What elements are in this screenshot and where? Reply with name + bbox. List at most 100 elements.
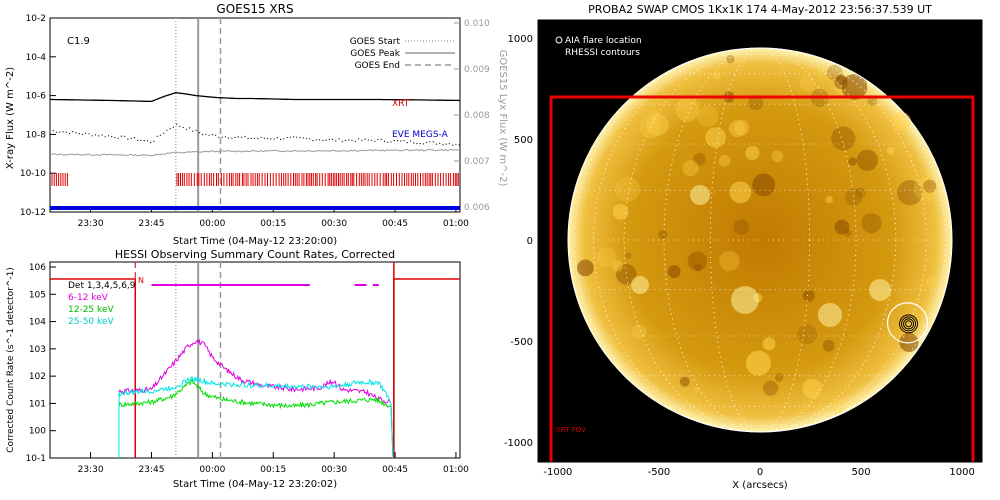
goes-short-point xyxy=(88,133,90,135)
sun-feature xyxy=(679,376,690,387)
hessi-y-tick-label: 100 xyxy=(29,427,46,437)
swap-y-tick-label: 0 xyxy=(527,236,533,247)
hessi-x-tick-label: 00:30 xyxy=(321,465,347,475)
goes-short-point xyxy=(283,138,285,140)
sun-feature xyxy=(639,116,662,139)
goes-short-point xyxy=(143,140,145,142)
sun-grid-meridian xyxy=(709,47,811,433)
swap-x-tick-label: 0 xyxy=(757,467,763,478)
swap-title: PROBA2 SWAP CMOS 1Kx1K 174 4-May-2012 23… xyxy=(588,3,932,16)
goes-title: GOES15 XRS xyxy=(216,2,293,16)
goes-xrt-ticks xyxy=(51,173,459,186)
goes-short-point xyxy=(65,131,67,133)
goes-short-point xyxy=(296,136,298,138)
rhessi-contour xyxy=(905,320,912,328)
goes-short-point xyxy=(211,134,213,136)
hessi-y-tick-label: 104 xyxy=(29,318,46,328)
goes-short-point xyxy=(85,132,87,134)
goes-short-point xyxy=(318,139,321,141)
swap-y-tick-label: -1000 xyxy=(504,438,533,449)
goes-long-series xyxy=(50,92,460,103)
goes-short-point xyxy=(458,144,460,146)
goes-short-point xyxy=(241,136,243,138)
goes-short-point xyxy=(68,133,71,135)
sun-feature xyxy=(799,76,816,92)
sun-grid xyxy=(568,47,952,433)
goes-panel: GOES15 XRS 10-2 10-4 10-6 10-8 10-10 10-12 0.… xyxy=(5,2,508,247)
sun-bright-region xyxy=(690,185,710,205)
goes-short-point xyxy=(91,135,93,137)
hessi-night-marker: N xyxy=(138,276,144,285)
goes-short-point xyxy=(124,135,126,137)
goes-y2-ticks: 0.010 0.009 0.008 0.007 0.006 xyxy=(454,19,490,213)
swap-y-ticks: 1000 500 0 -500 -1000 xyxy=(504,34,545,449)
goes-marks xyxy=(50,18,460,212)
goes-short-point xyxy=(435,143,438,145)
goes-eve-label: EVE MEGS-A xyxy=(392,130,449,140)
goes-short-point xyxy=(396,140,399,142)
goes-short-point xyxy=(146,140,148,142)
sun-feature xyxy=(625,252,632,259)
goes-short-point xyxy=(208,134,210,136)
sun-feature xyxy=(718,155,731,167)
goes-short-point xyxy=(120,135,122,137)
goes-short-point xyxy=(254,137,256,139)
sun-feature xyxy=(612,260,624,272)
sun-feature xyxy=(802,289,815,302)
goes-short-point xyxy=(370,139,373,141)
goes-short-point xyxy=(364,138,366,140)
goes-short-point xyxy=(322,139,324,142)
goes-x-tick-label: 01:00 xyxy=(443,219,469,229)
goes-short-point xyxy=(270,138,272,140)
sun-feature xyxy=(687,251,707,271)
sun-feature xyxy=(923,179,937,193)
sun-feature xyxy=(825,195,833,204)
hessi-marks xyxy=(50,262,460,458)
swap-x-tick-label: -1000 xyxy=(543,467,572,478)
goes-short-point xyxy=(185,128,187,130)
goes-short-point xyxy=(263,137,265,139)
goes-legend-start: GOES Start xyxy=(350,37,401,47)
goes-y-tick-label: 10-8 xyxy=(26,130,47,140)
goes-x-tick-label: 00:00 xyxy=(199,219,225,229)
goes-short-point xyxy=(150,142,152,144)
sun-feature xyxy=(748,95,764,111)
goes-short-point xyxy=(195,129,197,131)
sun-limb xyxy=(567,47,953,433)
swap-xlabel: X (arcsecs) xyxy=(732,480,788,491)
sun-feature xyxy=(925,275,938,288)
goes-short-point xyxy=(383,140,386,142)
hessi-eclipse-left xyxy=(50,278,136,458)
goes-short-point xyxy=(393,139,395,142)
hessi-x-tick-label: 00:00 xyxy=(199,465,225,475)
goes-short-point xyxy=(62,131,64,133)
goes-short-point xyxy=(215,134,217,136)
goes-short-point xyxy=(78,133,80,135)
sun-feature xyxy=(752,173,775,197)
hessi-x-tick-label: 00:45 xyxy=(382,465,408,475)
goes-short-point xyxy=(137,139,139,141)
sun-feature xyxy=(856,149,878,171)
hessi-series-h6_12 xyxy=(118,338,394,458)
sun-feature xyxy=(897,180,923,206)
goes-short-point xyxy=(341,141,343,143)
goes-short-point xyxy=(390,141,392,143)
hessi-x-tick-label: 23:45 xyxy=(139,465,165,475)
goes-short-point xyxy=(250,137,252,139)
goes-short-point xyxy=(189,127,191,129)
sun-feature xyxy=(746,350,771,376)
goes-short-point xyxy=(153,140,155,142)
sun-feature xyxy=(658,229,668,240)
goes-y-ticks: 10-2 10-4 10-6 10-8 10-10 10-12 xyxy=(20,14,56,218)
sun-feature xyxy=(696,105,719,127)
goes-short-point xyxy=(224,136,226,138)
goes-short-point xyxy=(331,138,334,141)
sun-feature xyxy=(631,324,647,340)
sun-feature xyxy=(719,250,740,272)
goes-short-point xyxy=(218,136,220,138)
sun-feature xyxy=(797,324,818,345)
sun-feature xyxy=(841,74,868,100)
hessi-y-tick-label: 101 xyxy=(29,399,46,409)
goes-short-point xyxy=(413,142,415,144)
